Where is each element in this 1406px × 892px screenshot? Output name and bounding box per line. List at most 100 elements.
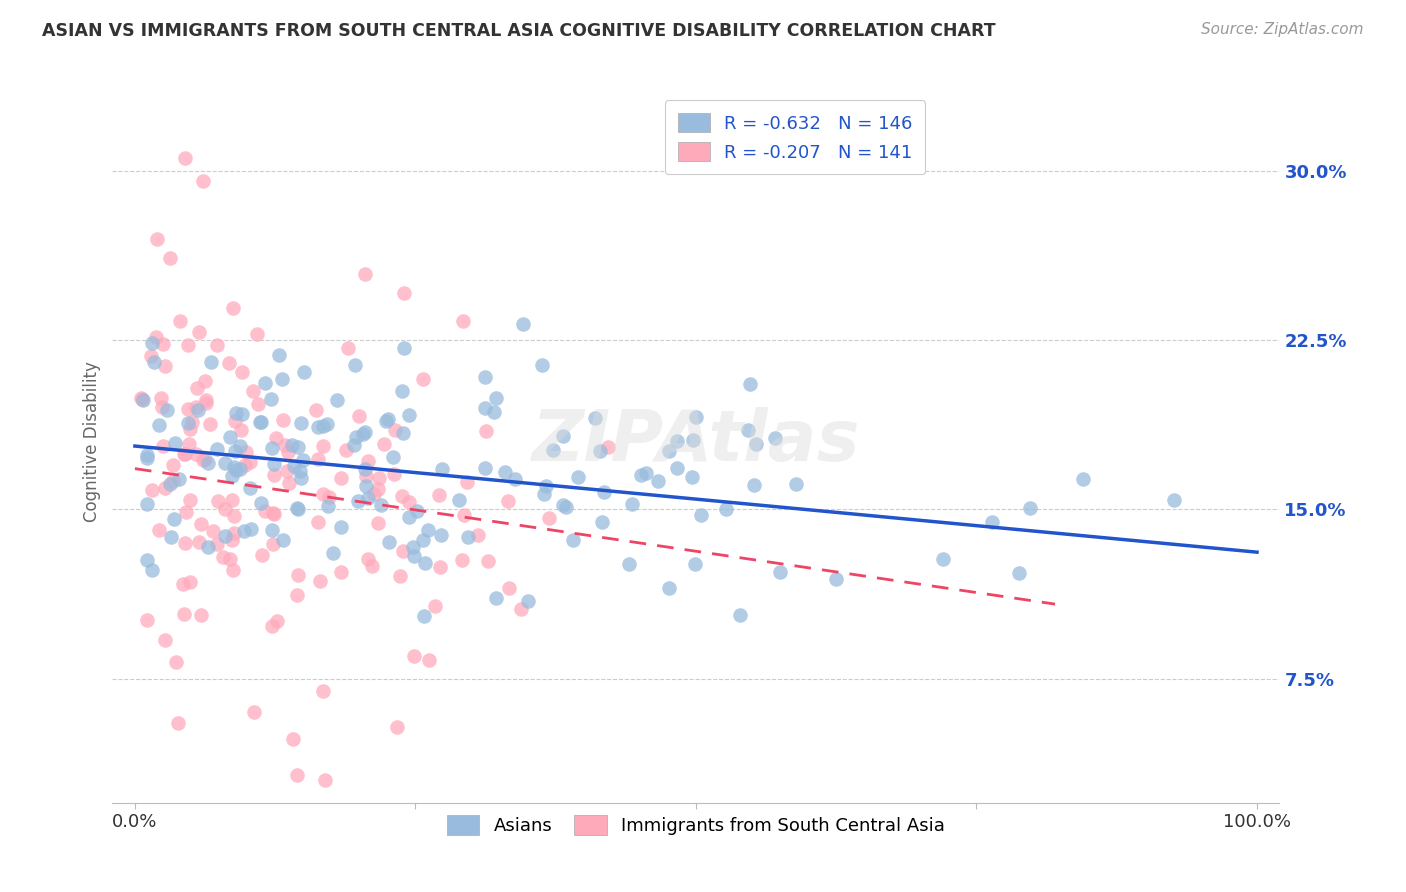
- Point: [381, 450, 404, 464]
- Point: [231, 423, 253, 437]
- Point: [281, 438, 304, 452]
- Point: [188, 325, 211, 339]
- Point: [247, 396, 270, 410]
- Point: [162, 512, 184, 526]
- Point: [714, 502, 737, 516]
- Point: [375, 415, 398, 429]
- Point: [763, 431, 786, 445]
- Point: [135, 449, 157, 463]
- Point: [274, 437, 297, 451]
- Point: [494, 465, 516, 479]
- Point: [141, 335, 163, 350]
- Point: [392, 544, 415, 558]
- Point: [262, 506, 284, 520]
- Point: [166, 716, 188, 731]
- Point: [222, 526, 245, 541]
- Point: [647, 474, 669, 488]
- Point: [322, 546, 344, 560]
- Point: [214, 502, 236, 516]
- Point: [745, 437, 768, 451]
- Point: [343, 437, 366, 451]
- Point: [551, 429, 574, 443]
- Point: [318, 500, 340, 514]
- Point: [252, 548, 274, 562]
- Point: [278, 476, 301, 491]
- Point: [179, 492, 201, 507]
- Point: [307, 419, 329, 434]
- Point: [453, 508, 475, 522]
- Point: [190, 607, 212, 622]
- Legend: Asians, Immigrants from South Central Asia: Asians, Immigrants from South Central As…: [434, 803, 957, 848]
- Point: [233, 458, 256, 472]
- Y-axis label: Cognitive Disability: Cognitive Disability: [83, 361, 101, 522]
- Point: [131, 392, 153, 406]
- Point: [262, 523, 284, 537]
- Point: [184, 400, 207, 414]
- Point: [141, 483, 163, 498]
- Point: [308, 451, 330, 466]
- Point: [498, 581, 520, 595]
- Point: [153, 633, 176, 648]
- Point: [179, 575, 201, 590]
- Point: [636, 466, 658, 480]
- Point: [159, 251, 181, 265]
- Point: [344, 430, 367, 444]
- Point: [193, 374, 215, 388]
- Point: [228, 462, 250, 476]
- Point: [179, 422, 201, 436]
- Point: [457, 530, 479, 544]
- Point: [382, 467, 405, 481]
- Point: [292, 365, 315, 379]
- Point: [132, 392, 155, 407]
- Point: [165, 435, 187, 450]
- Point: [200, 355, 222, 369]
- Point: [287, 588, 309, 602]
- Point: [398, 495, 420, 509]
- Point: [537, 511, 560, 525]
- Point: [172, 577, 194, 591]
- Point: [281, 732, 304, 747]
- Point: [177, 437, 200, 451]
- Point: [225, 463, 247, 477]
- Point: [194, 396, 217, 410]
- Point: [194, 392, 217, 407]
- Point: [162, 474, 184, 488]
- Point: [276, 465, 298, 479]
- Point: [207, 494, 229, 508]
- Point: [352, 427, 374, 442]
- Point: [363, 487, 385, 501]
- Point: [555, 500, 578, 515]
- Point: [305, 403, 328, 417]
- Point: [412, 372, 434, 386]
- Point: [250, 415, 273, 429]
- Point: [264, 431, 287, 445]
- Point: [412, 533, 434, 547]
- Point: [474, 401, 496, 415]
- Point: [683, 557, 706, 571]
- Point: [211, 549, 233, 564]
- Point: [292, 453, 315, 467]
- Point: [430, 461, 453, 475]
- Point: [398, 510, 420, 524]
- Point: [335, 442, 357, 457]
- Point: [531, 358, 554, 372]
- Point: [290, 471, 312, 485]
- Point: [222, 460, 245, 475]
- Point: [228, 439, 250, 453]
- Point: [630, 467, 652, 482]
- Point: [242, 384, 264, 398]
- Point: [329, 520, 352, 534]
- Point: [190, 517, 212, 532]
- Point: [449, 493, 471, 508]
- Point: [238, 455, 260, 469]
- Point: [367, 482, 389, 496]
- Point: [186, 381, 208, 395]
- Point: [214, 456, 236, 470]
- Point: [583, 411, 606, 425]
- Point: [503, 472, 526, 486]
- Point: [207, 537, 229, 551]
- Point: [353, 425, 375, 439]
- Point: [738, 376, 761, 391]
- Point: [312, 438, 335, 452]
- Text: Source: ZipAtlas.com: Source: ZipAtlas.com: [1201, 22, 1364, 37]
